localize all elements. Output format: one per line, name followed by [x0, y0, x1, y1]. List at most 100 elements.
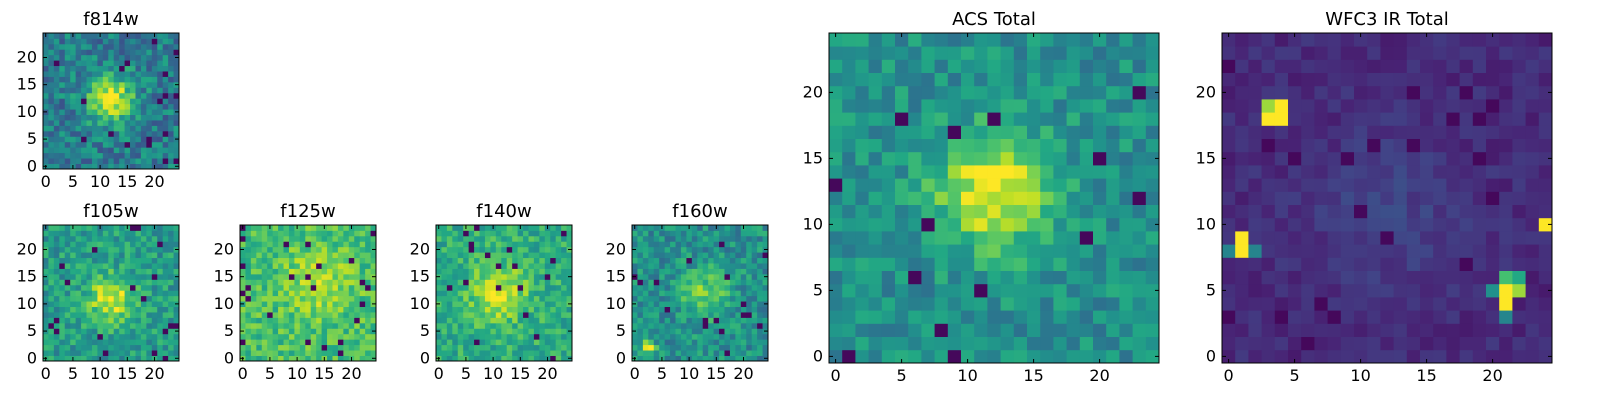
- heatmap-cell: [501, 241, 508, 248]
- heatmap-cell: [1000, 112, 1015, 126]
- heatmap-cell: [762, 306, 769, 313]
- heatmap-cell: [686, 339, 693, 346]
- heatmap-cell: [746, 273, 753, 280]
- heatmap-cell: [746, 333, 753, 340]
- heatmap-cell: [1406, 336, 1421, 351]
- heatmap-cell: [1027, 204, 1041, 219]
- heatmap-cell: [934, 204, 949, 219]
- heatmap-cell: [908, 178, 922, 192]
- heatmap-cell: [495, 312, 502, 318]
- heatmap-cell: [130, 54, 136, 61]
- heatmap-cell: [157, 295, 164, 302]
- heatmap-cell: [97, 81, 104, 88]
- heatmap-cell: [881, 349, 896, 364]
- heatmap-cell: [168, 130, 174, 137]
- heatmap-cell: [327, 295, 333, 302]
- heatmap-cell: [1538, 59, 1553, 73]
- heatmap-cell: [642, 355, 649, 362]
- heatmap-cell: [135, 76, 142, 83]
- heatmap-cell: [881, 59, 896, 73]
- heatmap-cell: [762, 252, 769, 259]
- heatmap-cell: [332, 306, 339, 313]
- heatmap-cell: [895, 151, 909, 166]
- heatmap-cell: [1053, 336, 1067, 351]
- heatmap-cell: [729, 328, 736, 335]
- heatmap-cell: [555, 301, 562, 307]
- heatmap-cell: [561, 350, 567, 356]
- heatmap-cell: [53, 114, 60, 121]
- heatmap-cell: [1393, 204, 1408, 219]
- heatmap-cell: [868, 323, 883, 337]
- heatmap-cell: [881, 85, 896, 100]
- heatmap-cell: [1301, 99, 1315, 113]
- x-tick-label: 20: [1482, 366, 1502, 385]
- heatmap-cell: [370, 257, 377, 264]
- heatmap-cell: [1380, 336, 1394, 351]
- heatmap-cell: [173, 76, 180, 83]
- heatmap-cell: [130, 263, 136, 269]
- heatmap-cell: [868, 33, 883, 47]
- heatmap-cell: [457, 230, 464, 237]
- heatmap-cell: [130, 114, 136, 121]
- heatmap-cell: [250, 339, 257, 346]
- heatmap-cell: [1314, 138, 1328, 153]
- heatmap-cell: [1079, 99, 1094, 113]
- heatmap-cell: [1119, 151, 1133, 166]
- heatmap-cell: [1079, 138, 1094, 153]
- heatmap-cell: [48, 136, 55, 143]
- heatmap-cell: [261, 252, 268, 259]
- heatmap-cell: [59, 65, 66, 72]
- heatmap-cell: [1499, 46, 1513, 60]
- heatmap-cell: [102, 125, 109, 132]
- heatmap-cell: [708, 290, 714, 297]
- heatmap-cell: [327, 225, 333, 231]
- heatmap-cell: [1512, 138, 1526, 153]
- heatmap-cell: [75, 339, 82, 346]
- heatmap-cell: [1393, 165, 1408, 179]
- heatmap-cell: [1040, 33, 1054, 47]
- heatmap-cell: [934, 257, 949, 271]
- heatmap-cell: [1525, 270, 1540, 285]
- heatmap-cell: [53, 284, 60, 291]
- heatmap-cell: [354, 279, 361, 286]
- heatmap-cell: [59, 76, 66, 83]
- heatmap-cell: [724, 301, 731, 307]
- heatmap-cell: [921, 85, 935, 100]
- heatmap-cell: [299, 350, 306, 356]
- heatmap-cell: [157, 65, 164, 72]
- heatmap-cell: [245, 355, 252, 362]
- heatmap-cell: [288, 273, 295, 280]
- heatmap-cell: [267, 301, 274, 307]
- heatmap-cell: [436, 263, 442, 269]
- heatmap-cell: [1512, 231, 1526, 245]
- heatmap-cell: [157, 257, 164, 264]
- heatmap-cell: [484, 230, 491, 237]
- heatmap-cell: [119, 49, 125, 56]
- heatmap-cell: [680, 328, 687, 335]
- plot-frame: [42, 32, 180, 170]
- heatmap-cell: [842, 72, 856, 87]
- heatmap-cell: [1079, 191, 1094, 205]
- heatmap-cell: [157, 87, 164, 94]
- heatmap-cell: [1314, 283, 1328, 298]
- heatmap-cell: [1261, 283, 1276, 298]
- heatmap-cell: [555, 355, 562, 362]
- heatmap-cell: [670, 344, 676, 351]
- heatmap-cell: [365, 317, 371, 324]
- heatmap-cell: [250, 355, 257, 362]
- heatmap-cell: [648, 322, 655, 329]
- heatmap-cell: [81, 344, 87, 351]
- heatmap-cell: [343, 263, 350, 269]
- heatmap-cell: [539, 355, 546, 362]
- heatmap-cell: [113, 355, 120, 362]
- heatmap-cell: [881, 217, 896, 232]
- heatmap-cell: [855, 323, 869, 337]
- heatmap-cell: [278, 301, 284, 307]
- heatmap-cell: [272, 257, 279, 264]
- heatmap-cell: [713, 246, 720, 253]
- heatmap-cell: [523, 279, 529, 286]
- heatmap-cell: [724, 339, 731, 346]
- heatmap-cell: [947, 72, 962, 87]
- heatmap-cell: [48, 120, 55, 126]
- heatmap-cell: [1525, 125, 1540, 139]
